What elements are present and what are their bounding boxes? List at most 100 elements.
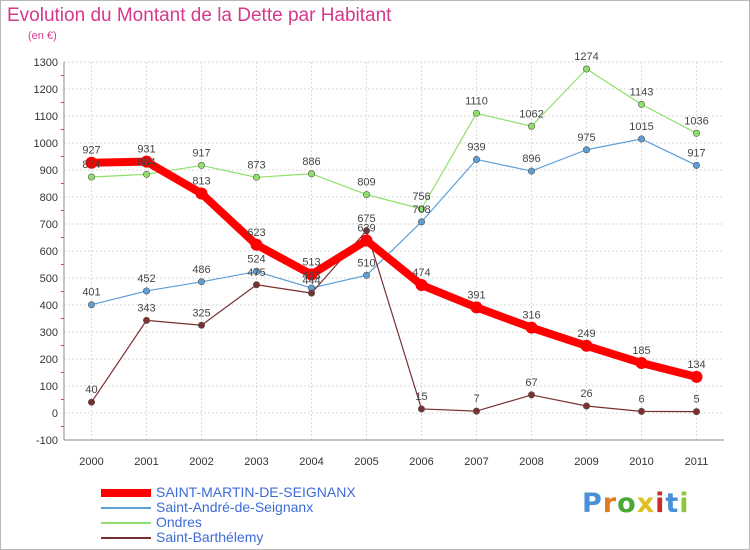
data-point [253,281,261,289]
data-point [582,65,590,73]
data-label: 316 [522,310,540,322]
data-point [88,301,96,309]
series-line [90,68,698,210]
x-tick-label: 2010 [629,456,653,468]
y-tick-label: 1100 [34,111,58,123]
data-label: 463 [302,270,320,282]
data-label: 931 [137,144,155,156]
data-label: 917 [192,147,210,159]
series-line [87,157,701,381]
logo-letter: x [636,488,656,519]
data-label: 249 [577,328,595,340]
data-point [253,173,261,181]
data-point [527,167,535,175]
data-label: 927 [82,145,100,157]
data-point [143,316,151,324]
data-point [307,289,315,297]
data-label: 26 [580,388,592,400]
data-point [582,402,590,410]
logo-letter: P [582,488,603,519]
data-point [360,234,373,247]
legend-label: Saint-André-de-Seignanx [156,499,314,515]
data-label: 343 [137,302,155,314]
x-tick-label: 2005 [354,456,378,468]
data-point [692,408,700,416]
x-tick-label: 2007 [464,456,488,468]
data-label: 401 [82,287,100,299]
data-point [472,407,480,415]
data-point [198,321,206,329]
data-point [690,370,703,383]
data-label: 524 [247,254,265,266]
data-point [415,279,428,292]
data-label: 15 [415,391,427,403]
data-label: 325 [192,307,210,319]
legend-swatch-saint-andre [101,507,151,509]
x-tick-label: 2002 [189,456,213,468]
logo-letter: r [602,488,618,519]
data-point [472,109,480,117]
data-point [305,268,318,281]
data-label: 67 [525,377,537,389]
data-point [417,218,425,226]
data-label: 475 [247,267,265,279]
data-label: 40 [85,384,97,396]
logo-letter: t [665,488,680,519]
data-point [195,187,208,200]
data-label: 623 [247,227,265,239]
y-tick-label: 200 [40,354,58,366]
data-label: 1274 [574,51,598,63]
data-point [362,191,370,199]
data-point [143,170,151,178]
legend-label: SAINT-MARTIN-DE-SEIGNANX [156,484,356,500]
data-label: 639 [357,222,375,234]
logo-letter: o [617,488,637,519]
data-point [692,129,700,137]
data-point [253,268,261,276]
data-label: 1036 [684,115,708,127]
data-label: 1015 [629,121,653,133]
x-tick-label: 2008 [519,456,543,468]
data-label: 884 [137,156,155,168]
y-tick-label: 1200 [34,84,58,96]
data-point [582,146,590,154]
data-point [362,227,370,235]
data-label: 708 [412,204,430,216]
data-label: 7 [473,393,479,405]
data-point [417,405,425,413]
x-tick-label: 2009 [574,456,598,468]
y-tick-label: 400 [40,300,58,312]
data-label: 896 [522,153,540,165]
legend-swatch-ondres [101,522,151,524]
logo-letter: i [655,488,666,519]
data-point [417,205,425,213]
data-label: 1143 [630,86,654,98]
data-point [362,271,370,279]
data-label: 452 [137,273,155,285]
y-tick-label: 1300 [34,57,58,69]
chart-unit: (en €) [28,30,57,42]
data-label: 6 [638,393,644,405]
data-point [198,278,206,286]
x-tick-label: 2003 [244,456,268,468]
data-point [88,398,96,406]
data-label: 886 [302,156,320,168]
y-tick-label: 300 [40,327,58,339]
data-point [692,161,700,169]
logo-letter: i [679,488,690,519]
legend-label: Saint-Barthélemy [156,529,264,545]
data-label: 5 [693,394,699,406]
legend-swatch-saint-martin [101,489,151,497]
y-tick-label: 0 [52,408,58,420]
data-point [250,238,263,251]
x-tick-label: 2011 [685,456,709,468]
data-label: 444 [302,275,320,287]
x-tick-label: 2006 [409,456,433,468]
y-tick-label: 800 [40,192,58,204]
data-point [527,391,535,399]
y-tick-label: -100 [36,435,58,447]
series-line [90,230,698,413]
y-tick-label: 600 [40,246,58,258]
chart-title: Evolution du Montant de la Dette par Hab… [7,5,392,26]
data-label: 185 [632,345,650,357]
